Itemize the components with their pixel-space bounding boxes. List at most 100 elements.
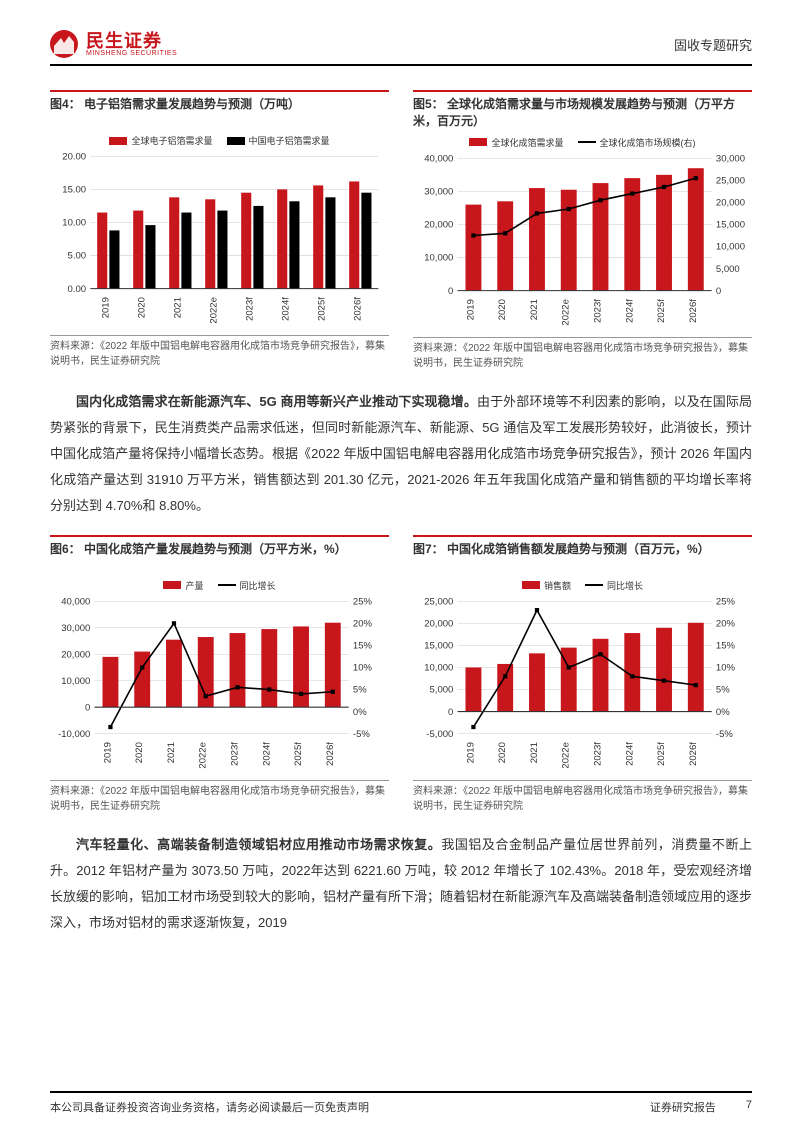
- chart7-legend: 销售额 同比增长: [413, 579, 752, 592]
- svg-text:20%: 20%: [716, 618, 736, 629]
- chart4-container: 图4： 电子铝箔需求量发展趋势与预测（万吨） 全球电子铝箔需求量 中国电子铝箔需…: [50, 90, 389, 371]
- doc-type: 固收专题研究: [674, 35, 752, 54]
- svg-text:2022e: 2022e: [561, 742, 572, 768]
- page-number: 7: [746, 1099, 752, 1115]
- chart4-legend: 全球电子铝箔需求量 中国电子铝箔需求量: [50, 134, 389, 147]
- chart5-title: 图5： 全球化成箔需求量与市场规模发展趋势与预测（万平方米，百万元）: [413, 90, 752, 130]
- svg-text:40,000: 40,000: [424, 153, 453, 164]
- svg-text:10,000: 10,000: [716, 241, 745, 252]
- svg-text:10.00: 10.00: [62, 218, 86, 229]
- chart7-title: 图7： 中国化成箔销售额发展趋势与预测（百万元，%）: [413, 535, 752, 573]
- svg-text:2026f: 2026f: [325, 741, 336, 765]
- svg-text:2022e: 2022e: [198, 742, 209, 768]
- svg-text:15%: 15%: [353, 640, 373, 651]
- chart5-source: 资料来源：《2022 年版中国铝电解电容器用化成箔市场竞争研究报告》，募集说明书…: [413, 337, 752, 371]
- svg-text:2019: 2019: [100, 297, 111, 318]
- svg-text:0: 0: [85, 702, 90, 713]
- svg-text:-5%: -5%: [716, 728, 733, 739]
- chart7-container: 图7： 中国化成箔销售额发展趋势与预测（百万元，%） 销售额 同比增长 -5,0…: [413, 535, 752, 814]
- svg-text:2025f: 2025f: [316, 297, 327, 321]
- svg-text:0: 0: [716, 285, 721, 296]
- svg-text:0%: 0%: [716, 706, 730, 717]
- svg-text:20,000: 20,000: [716, 197, 745, 208]
- logo-en: MINSHENG SECURITIES: [86, 50, 177, 57]
- svg-text:10,000: 10,000: [424, 662, 453, 673]
- svg-text:5.00: 5.00: [68, 251, 87, 262]
- svg-text:0%: 0%: [353, 706, 367, 717]
- svg-text:2019: 2019: [465, 742, 476, 763]
- svg-text:15.00: 15.00: [62, 185, 86, 196]
- svg-text:2025f: 2025f: [656, 298, 667, 322]
- svg-text:25,000: 25,000: [424, 596, 453, 607]
- svg-text:5%: 5%: [353, 684, 367, 695]
- chart6-legend: 产量 同比增长: [50, 579, 389, 592]
- svg-text:15,000: 15,000: [424, 640, 453, 651]
- svg-text:2021: 2021: [166, 742, 177, 763]
- svg-text:2020: 2020: [497, 742, 508, 763]
- svg-text:-5,000: -5,000: [426, 728, 453, 739]
- svg-text:20%: 20%: [353, 618, 373, 629]
- svg-text:25,000: 25,000: [716, 175, 745, 186]
- chart4-title: 图4： 电子铝箔需求量发展趋势与预测（万吨）: [50, 90, 389, 128]
- svg-text:2020: 2020: [136, 297, 147, 318]
- svg-text:2024f: 2024f: [280, 297, 291, 321]
- page-header: 民生证券 MINSHENG SECURITIES 固收专题研究: [50, 30, 752, 66]
- svg-text:0: 0: [448, 285, 453, 296]
- svg-text:40,000: 40,000: [61, 596, 90, 607]
- chart5-svg: 0 10,000 20,000 30,000 40,000 0 5,000 10,000 15,…: [413, 153, 752, 333]
- svg-text:2020: 2020: [134, 742, 145, 763]
- footer-report-type: 证券研究报告: [650, 1099, 716, 1115]
- svg-text:2023f: 2023f: [593, 298, 604, 322]
- logo-cn: 民生证券: [86, 32, 177, 50]
- svg-text:2024f: 2024f: [261, 741, 272, 765]
- svg-text:2021: 2021: [529, 742, 540, 763]
- chart6-title: 图6： 中国化成箔产量发展趋势与预测（万平方米，%）: [50, 535, 389, 573]
- svg-text:20,000: 20,000: [61, 649, 90, 660]
- svg-text:2019: 2019: [465, 299, 476, 320]
- svg-text:25%: 25%: [716, 596, 736, 607]
- svg-text:5%: 5%: [716, 684, 730, 695]
- svg-text:5,000: 5,000: [430, 684, 454, 695]
- chart5-container: 图5： 全球化成箔需求量与市场规模发展趋势与预测（万平方米，百万元） 全球化成箔…: [413, 90, 752, 371]
- svg-text:2022e: 2022e: [208, 297, 219, 323]
- svg-text:2021: 2021: [172, 297, 183, 318]
- svg-text:2025f: 2025f: [656, 741, 667, 765]
- svg-text:2024f: 2024f: [624, 741, 635, 765]
- svg-text:2023f: 2023f: [230, 741, 241, 765]
- svg-text:30,000: 30,000: [424, 186, 453, 197]
- svg-text:20.00: 20.00: [62, 151, 86, 162]
- svg-text:-10,000: -10,000: [58, 728, 90, 739]
- svg-text:2022e: 2022e: [561, 299, 572, 325]
- svg-text:2023f: 2023f: [593, 741, 604, 765]
- svg-text:2026f: 2026f: [688, 298, 699, 322]
- chart4-svg: 0.00 5.00 10.00 15.00 20.00 2019 2020 2021 2022e…: [50, 151, 389, 331]
- svg-text:2023f: 2023f: [244, 297, 255, 321]
- page-footer: 本公司具备证券投资咨询业务资格，请务必阅读最后一页免责声明 证券研究报告 7: [50, 1091, 752, 1115]
- logo-icon: [50, 30, 78, 58]
- svg-text:2020: 2020: [497, 299, 508, 320]
- paragraph-1: 国内化成箔需求在新能源汽车、5G 商用等新兴产业推动下实现稳增。由于外部环境等不…: [50, 389, 752, 519]
- svg-text:-5%: -5%: [353, 728, 370, 739]
- svg-text:2026f: 2026f: [352, 297, 363, 321]
- svg-text:30,000: 30,000: [61, 623, 90, 634]
- svg-text:30,000: 30,000: [716, 153, 745, 164]
- paragraph-2: 汽车轻量化、高端装备制造领域铝材应用推动市场需求恢复。我国铝及合金制品产量位居世…: [50, 832, 752, 936]
- chart7-source: 资料来源：《2022 年版中国铝电解电容器用化成箔市场竞争研究报告》，募集说明书…: [413, 780, 752, 814]
- chart6-source: 资料来源：《2022 年版中国铝电解电容器用化成箔市场竞争研究报告》，募集说明书…: [50, 780, 389, 814]
- chart6-container: 图6： 中国化成箔产量发展趋势与预测（万平方米，%） 产量 同比增长 -10,0…: [50, 535, 389, 814]
- svg-text:5,000: 5,000: [716, 263, 740, 274]
- chart7-svg: -5,00005,00010,00015,00020,00025,000-5%0…: [413, 596, 752, 776]
- svg-text:0.00: 0.00: [68, 284, 87, 295]
- svg-text:10%: 10%: [716, 662, 736, 673]
- logo: 民生证券 MINSHENG SECURITIES: [50, 30, 177, 58]
- svg-text:10%: 10%: [353, 662, 373, 673]
- svg-text:2019: 2019: [102, 742, 113, 763]
- chart6-svg: -10,000 0 10,000 20,000 30,000 40,000 -5% 0% 5% 1…: [50, 596, 389, 776]
- svg-text:10,000: 10,000: [424, 252, 453, 263]
- svg-text:10,000: 10,000: [61, 675, 90, 686]
- svg-text:2025f: 2025f: [293, 741, 304, 765]
- svg-text:2024f: 2024f: [624, 298, 635, 322]
- svg-text:20,000: 20,000: [424, 219, 453, 230]
- svg-text:2026f: 2026f: [688, 741, 699, 765]
- svg-text:15,000: 15,000: [716, 219, 745, 230]
